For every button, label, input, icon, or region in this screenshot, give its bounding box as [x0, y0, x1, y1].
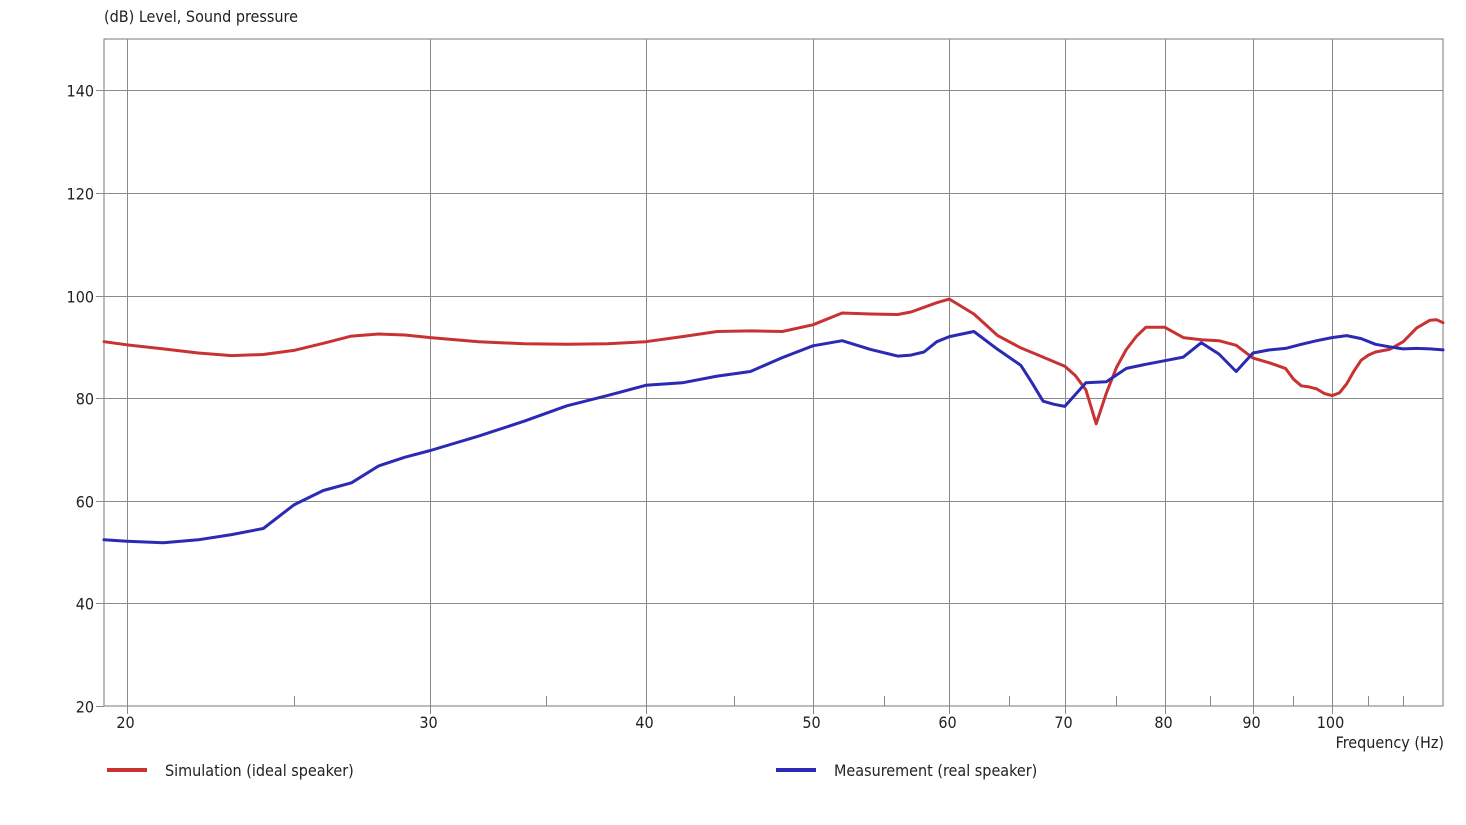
legend-item-measurement: Measurement (real speaker)	[776, 760, 1037, 780]
legend-swatch-simulation	[107, 768, 147, 772]
x-tick-label: 60	[938, 713, 956, 732]
y-tick-label: 40	[76, 595, 94, 614]
y-tick-label: 60	[76, 493, 94, 512]
y-tick-label: 20	[76, 698, 94, 717]
y-tick-label: 140	[67, 82, 94, 101]
x-tick-label: 100	[1317, 713, 1344, 732]
x-tick-label: 70	[1054, 713, 1072, 732]
y-tick-label: 100	[67, 288, 94, 307]
plot-frame	[103, 38, 1444, 707]
legend-label-simulation: Simulation (ideal speaker)	[165, 760, 354, 780]
x-tick-label: 30	[419, 713, 437, 732]
legend-item-simulation: Simulation (ideal speaker)	[107, 760, 354, 780]
x-tick-label: 90	[1242, 713, 1260, 732]
measurement-line	[102, 330, 1445, 545]
x-tick-label: 80	[1154, 713, 1172, 732]
y-tick-label: 120	[67, 185, 94, 204]
simulation-line	[102, 297, 1445, 426]
legend-swatch-measurement	[776, 768, 816, 772]
legend-label-measurement: Measurement (real speaker)	[834, 760, 1038, 780]
y-tick-label: 80	[76, 390, 94, 409]
x-tick-label: 20	[116, 713, 134, 732]
x-tick-label: 40	[635, 713, 653, 732]
y-axis-title: (dB) Level, Sound pressure	[104, 7, 298, 26]
x-tick-label: 50	[802, 713, 820, 732]
x-axis-title: Frequency (Hz)	[1335, 733, 1444, 752]
